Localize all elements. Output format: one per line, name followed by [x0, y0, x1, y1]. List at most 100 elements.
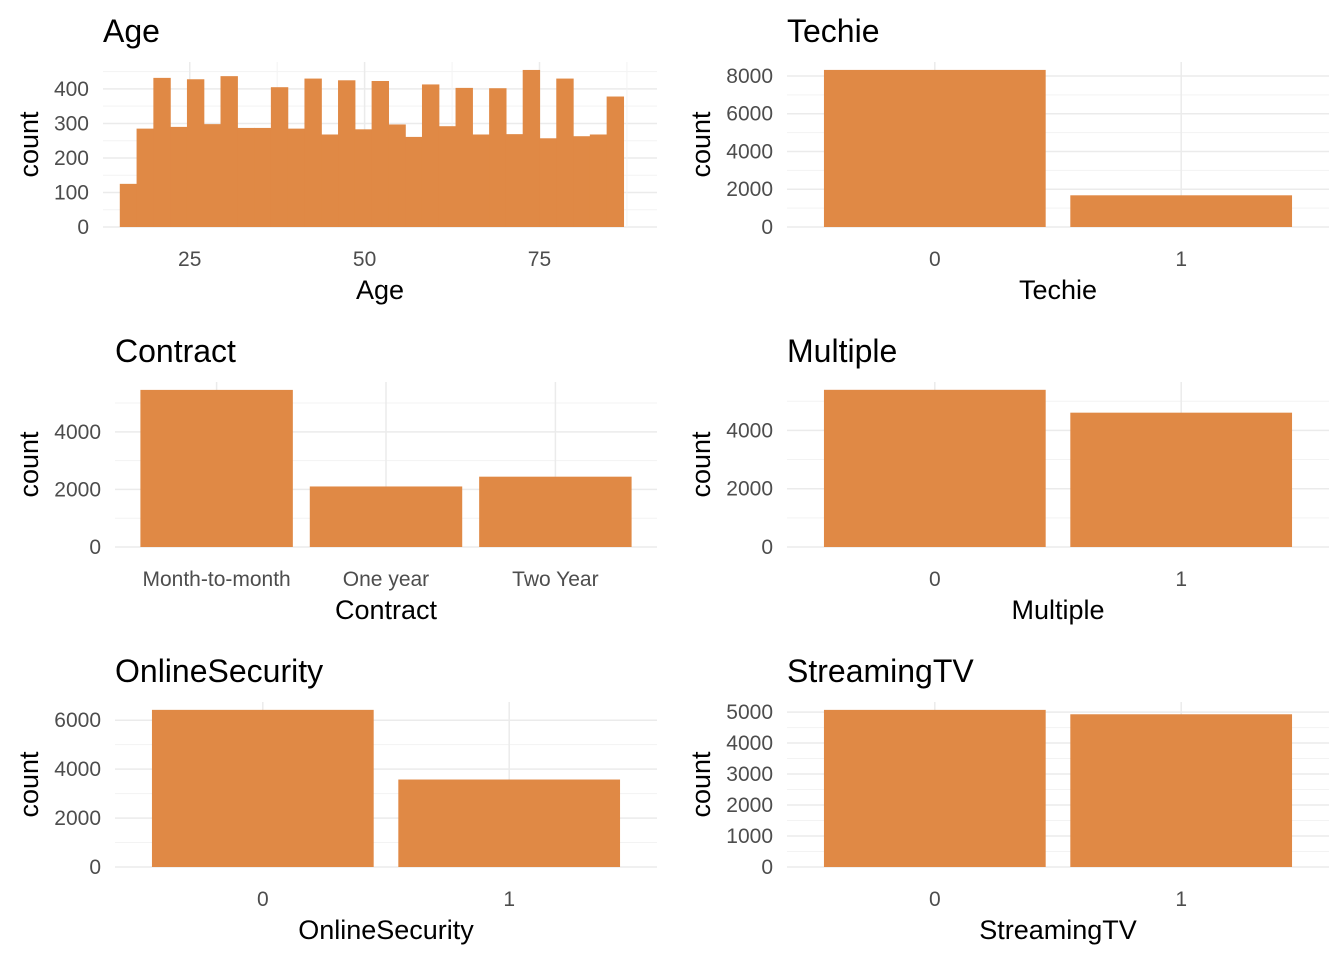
histogram-bar [321, 134, 339, 227]
y-tick-label: 0 [77, 216, 89, 239]
bar [479, 476, 632, 547]
panel-title: Multiple [787, 333, 897, 369]
y-axis-title: count [686, 751, 716, 818]
x-axis-title: Contract [335, 595, 438, 625]
y-axis-title: count [686, 431, 716, 498]
histogram-bar [237, 127, 255, 227]
histogram-bar [220, 76, 238, 228]
bar [1070, 714, 1293, 867]
y-tick-label: 0 [761, 856, 773, 879]
bar [823, 69, 1046, 227]
bar [151, 709, 374, 867]
y-tick-label: 0 [89, 536, 101, 559]
y-tick-label: 300 [54, 112, 89, 135]
y-tick-label: 4000 [54, 758, 101, 781]
x-tick-label: 50 [353, 248, 376, 271]
x-tick-label: 0 [929, 568, 941, 591]
bar [1070, 412, 1293, 547]
y-tick-labels: 0 2000 4000 6000 [54, 709, 101, 879]
x-tick-label: 0 [257, 888, 269, 911]
x-tick-label: One year [343, 568, 429, 591]
y-axis-title: count [14, 751, 44, 818]
x-tick-label: 1 [1175, 568, 1187, 591]
y-tick-label: 0 [761, 216, 773, 239]
x-tick-label: 0 [929, 888, 941, 911]
histogram-bar [153, 77, 171, 227]
bars [823, 389, 1293, 547]
histogram-bar [455, 87, 473, 227]
x-tick-label: 75 [528, 248, 551, 271]
y-tick-label: 5000 [726, 701, 773, 724]
y-tick-label: 4000 [726, 732, 773, 755]
y-tick-label: 6000 [54, 709, 101, 732]
y-tick-labels: 0 100 200 300 400 [54, 78, 89, 239]
histogram-bar [573, 136, 591, 227]
x-axis-title: StreamingTV [979, 915, 1137, 945]
x-tick-label: 0 [929, 248, 941, 271]
y-tick-label: 2000 [726, 478, 773, 501]
x-tick-label: 1 [1175, 248, 1187, 271]
histogram-bar [136, 128, 154, 227]
panel-title: Contract [115, 333, 236, 369]
histogram-bar [170, 126, 188, 227]
x-tick-label: 25 [178, 248, 201, 271]
bar [398, 779, 621, 867]
y-tick-label: 3000 [726, 763, 773, 786]
y-tick-label: 200 [54, 147, 89, 170]
y-tick-label: 2000 [54, 807, 101, 830]
histogram-bar [421, 84, 440, 227]
y-axis-title: count [14, 111, 44, 178]
x-axis-title: Multiple [1011, 595, 1104, 625]
bar [140, 389, 293, 547]
histogram-bar [489, 88, 507, 227]
y-tick-label: 100 [54, 181, 89, 204]
y-tick-labels: 0 2000 4000 [54, 421, 101, 559]
bars [119, 69, 625, 228]
histogram-bar [472, 134, 490, 227]
y-axis-title: count [686, 111, 716, 178]
y-tick-label: 4000 [726, 140, 773, 163]
panel-age: 0 100 200 300 400 25 50 75 Age count Age [14, 13, 657, 305]
panel-title: Age [103, 13, 160, 49]
y-tick-label: 0 [761, 536, 773, 559]
histogram-bar [388, 124, 406, 227]
histogram-bar [338, 80, 356, 227]
panel-contract: 0 2000 4000 Month-to-month One year Two Year C… [14, 333, 657, 625]
histogram-bar [354, 129, 373, 227]
bar [1070, 195, 1293, 227]
histogram-bar [119, 183, 138, 227]
y-axis-title: count [14, 431, 44, 498]
histogram-bar [405, 136, 423, 227]
histogram-bar [371, 80, 389, 228]
x-axis-title: OnlineSecurity [298, 915, 474, 945]
bar [309, 486, 463, 547]
bars [151, 709, 621, 867]
x-axis-title: Techie [1019, 275, 1097, 305]
bars [823, 709, 1293, 867]
bar [823, 389, 1046, 547]
y-tick-label: 400 [54, 78, 89, 101]
y-tick-label: 1000 [726, 825, 773, 848]
histogram-bar [539, 138, 557, 227]
histogram-bar [556, 78, 574, 228]
y-tick-label: 2000 [726, 178, 773, 201]
bars [823, 69, 1293, 227]
panel-title: OnlineSecurity [115, 653, 323, 689]
histogram-bar [438, 126, 457, 227]
panel-title: Techie [787, 13, 880, 49]
histogram-bar [304, 78, 322, 228]
y-tick-labels: 0 1000 2000 3000 4000 5000 [726, 701, 773, 879]
y-tick-label: 0 [89, 856, 101, 879]
histogram-bar [589, 134, 608, 227]
y-tick-label: 8000 [726, 65, 773, 88]
histogram-bar [186, 79, 205, 227]
x-tick-labels: 25 50 75 [178, 248, 551, 271]
y-tick-labels: 0 2000 4000 [726, 419, 773, 559]
y-tick-label: 4000 [54, 421, 101, 444]
